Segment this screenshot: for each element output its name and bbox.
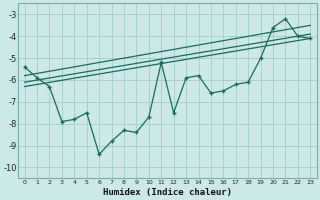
X-axis label: Humidex (Indice chaleur): Humidex (Indice chaleur) (103, 188, 232, 197)
